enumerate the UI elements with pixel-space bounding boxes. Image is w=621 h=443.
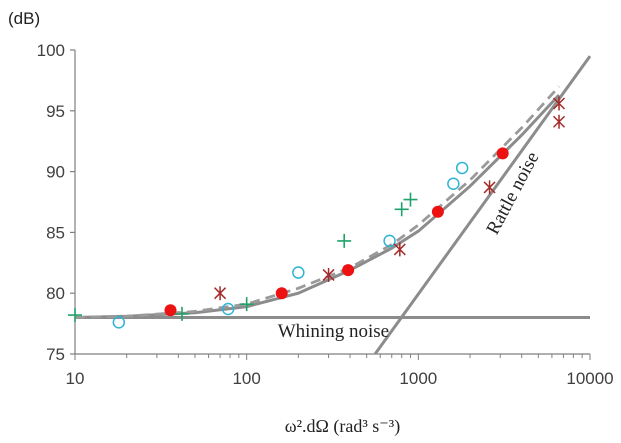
blue-circle-point — [447, 177, 460, 191]
blue-circle-point — [383, 234, 396, 248]
x-tick-label: 1000 — [399, 369, 437, 388]
y-tick-label: 75 — [46, 345, 65, 364]
fit-line-3 — [75, 93, 561, 319]
y-tick-label: 80 — [46, 284, 65, 303]
asterisk-point — [393, 242, 406, 257]
red-dot-point — [164, 304, 177, 317]
blue-circle-point — [221, 302, 235, 316]
green-plus-point — [403, 192, 418, 207]
red-dot-point — [275, 287, 288, 300]
green-plus-point — [337, 233, 352, 248]
blue-circle-point — [112, 316, 126, 329]
red-dot-point — [496, 147, 509, 160]
green-plus-point — [174, 306, 189, 321]
green-plus-point — [239, 297, 254, 312]
y-axis-label: (dB) — [8, 9, 40, 28]
blue-circle-point — [455, 161, 469, 175]
whining-noise-label: Whining noise — [278, 321, 389, 342]
y-tick-label: 100 — [37, 41, 65, 60]
axes: 75 80 85 90 95 100 10 100 1000 10000 — [37, 41, 614, 388]
y-tick-label: 90 — [46, 163, 65, 182]
blue-circle-point — [292, 266, 305, 279]
red-dot-point — [342, 264, 355, 277]
data-points — [68, 96, 566, 329]
x-axis-label: ω².dΩ (rad³ s⁻³) — [285, 416, 400, 437]
asterisk-point — [214, 286, 227, 301]
x-tick-label: 10 — [66, 369, 85, 388]
asterisk-point — [552, 114, 566, 129]
green-plus-point — [68, 308, 82, 323]
green-plus-point — [394, 202, 409, 217]
y-tick-label: 95 — [46, 102, 65, 121]
x-tick-label: 10000 — [566, 369, 613, 388]
red-dot-point — [431, 205, 444, 218]
x-tick-label: 100 — [232, 369, 260, 388]
y-tick-label: 85 — [46, 223, 65, 242]
asterisk-point — [552, 96, 566, 111]
asterisk-point — [322, 267, 335, 282]
fit-line-2 — [373, 55, 592, 354]
asterisk-point — [483, 180, 496, 195]
labels: (dB)ω².dΩ (rad³ s⁻³)Whining noiseRattle … — [8, 9, 543, 437]
